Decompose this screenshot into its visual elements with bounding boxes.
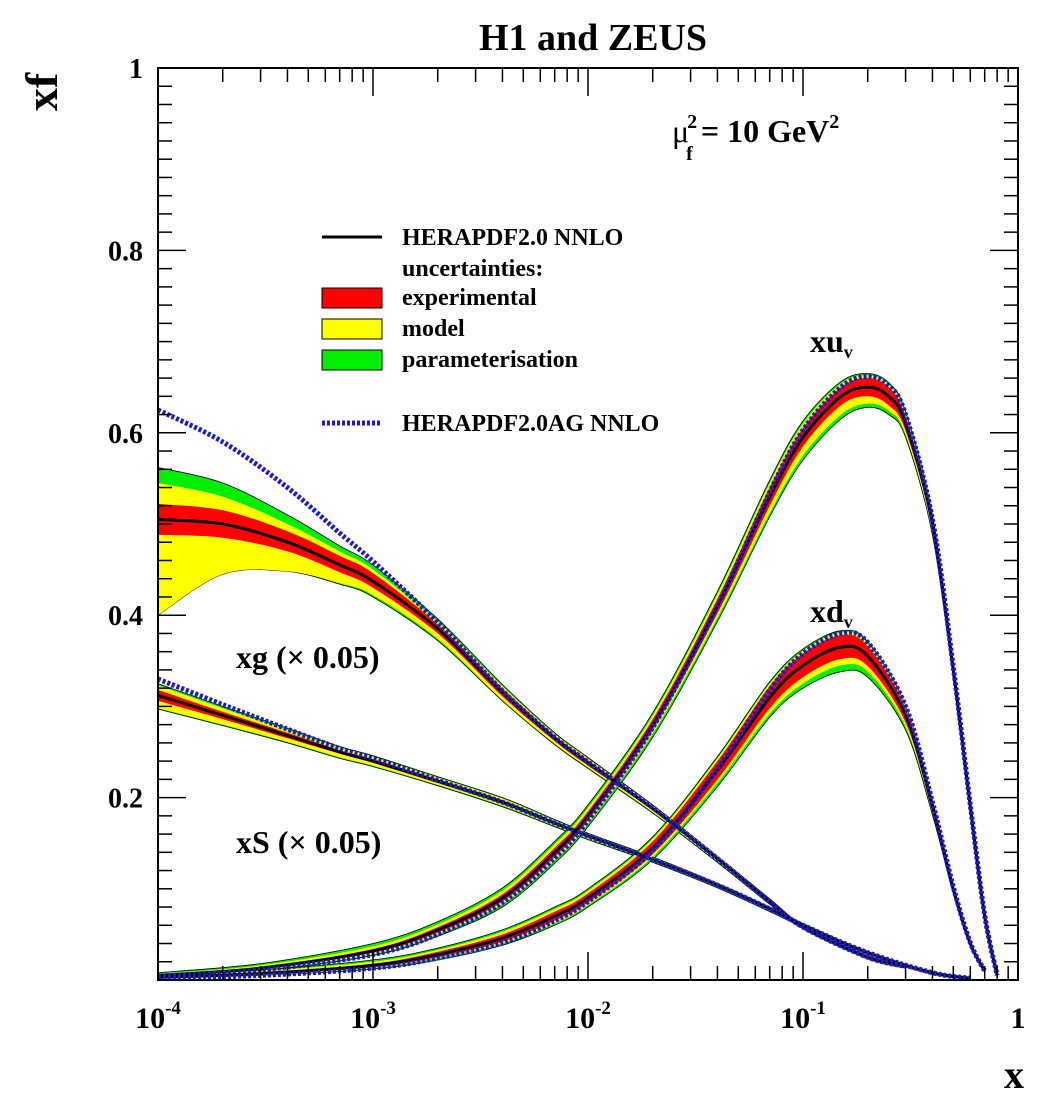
x-tick-label: 10-2 <box>565 998 611 1035</box>
band-exp-xdv <box>158 634 985 979</box>
uncertainty-bands <box>157 373 998 980</box>
y-tick-label: 0.6 <box>108 419 143 450</box>
scale-mu-sub: f <box>686 143 693 165</box>
x-axis-label: x <box>1004 1052 1024 1097</box>
x-tick-label: 10-3 <box>350 998 396 1035</box>
series-label-xdv: xdv <box>810 593 853 632</box>
central-curves <box>156 373 1000 981</box>
legend-label-parameterisation: parameterisation <box>402 347 578 373</box>
y-axis-label: xf <box>16 72 67 111</box>
series-label-xuv: xuv <box>810 323 853 362</box>
x-tick-label-exp: -1 <box>810 998 826 1019</box>
scale-rest: = 10 GeV <box>693 113 829 149</box>
x-tick-label: 10-1 <box>780 998 826 1035</box>
curve-ag-xuv <box>157 373 1000 979</box>
curve-ag-xdv <box>157 629 987 981</box>
x-tick-label-base: 10 <box>135 1002 165 1035</box>
curve-ag-xs <box>157 676 971 981</box>
curve-central-xg <box>157 517 906 968</box>
scale-annotation: μ2 f = 10 GeV2 <box>672 111 839 165</box>
series-label-xdv-sub: v <box>844 612 853 632</box>
y-tick-label: 0.4 <box>108 601 143 632</box>
legend-swatch-parameterisation <box>321 349 383 371</box>
axis-ticks <box>157 67 1018 980</box>
x-tick-label-exp: -4 <box>165 998 181 1019</box>
y-tick-label: 0.8 <box>108 236 143 267</box>
x-tick-label-base: 10 <box>565 1002 595 1035</box>
x-tick-label-base: 1 <box>1011 1002 1026 1035</box>
legend-swatch-experimental <box>321 287 383 309</box>
series-label-xs: xS (× 0.05) <box>236 824 381 860</box>
y-tick-labels: 0.2 0.4 0.6 0.8 1 <box>108 54 143 815</box>
legend-label-model: model <box>402 316 465 342</box>
legend-label-ag: HERAPDF2.0AG NNLO <box>402 411 659 437</box>
band-param-xdv <box>157 629 986 979</box>
curve-central-xuv <box>157 385 999 977</box>
legend-label-uncertainties: uncertainties: <box>402 256 543 282</box>
x-tick-label-base: 10 <box>350 1002 380 1035</box>
scale-rest-sup: 2 <box>829 111 839 133</box>
x-tick-label: 10-4 <box>135 998 181 1035</box>
band-model-xdv <box>158 631 985 979</box>
y-tick-label: 1 <box>129 54 143 85</box>
chart-title: H1 and ZEUS <box>479 17 707 59</box>
band-exp-xs <box>158 690 971 980</box>
x-tick-label-exp: -2 <box>595 998 611 1019</box>
scale-mu-sup: 2 <box>687 111 697 133</box>
series-label-xuv-main: xu <box>810 323 844 359</box>
curve-central-xdv <box>157 644 987 979</box>
scale-mu: μ <box>672 113 689 149</box>
series-label-xdv-main: xd <box>810 593 844 629</box>
x-tick-labels: 10-4 10-3 10-2 10-1 1 <box>135 998 1025 1035</box>
legend-swatch-model <box>321 318 383 340</box>
series-label-xuv-sub: v <box>844 342 853 362</box>
x-tick-label-exp: -3 <box>380 998 396 1019</box>
y-tick-label: 0.2 <box>108 784 143 815</box>
legend-label-central: HERAPDF2.0 NNLO <box>402 225 623 251</box>
series-label-xg: xg (× 0.05) <box>236 639 380 675</box>
x-tick-label: 1 <box>1011 1002 1026 1035</box>
legend: HERAPDF2.0 NNLO uncertainties: experimen… <box>321 225 659 437</box>
x-tick-label-base: 10 <box>780 1002 810 1035</box>
legend-label-experimental: experimental <box>402 285 537 311</box>
